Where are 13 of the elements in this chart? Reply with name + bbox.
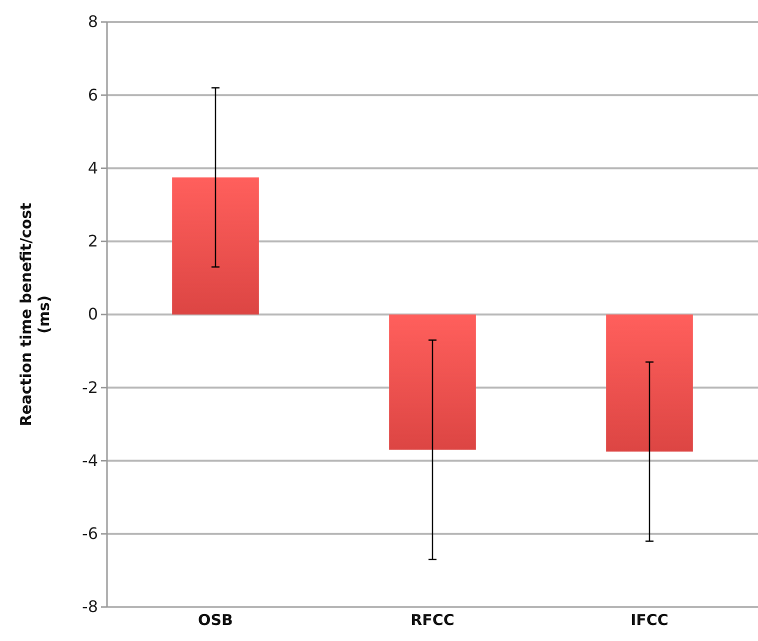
y-tick-label: 0: [88, 304, 98, 324]
x-tick-label: RFCC: [410, 611, 454, 629]
y-tick-label: 2: [88, 231, 98, 250]
y-tick-label: -6: [82, 524, 98, 543]
y-tick-label: -8: [82, 597, 98, 616]
y-axis-title: Reaction time benefit/cost (ms): [17, 202, 53, 426]
x-tick-label: IFCC: [630, 611, 668, 629]
y-tick-label: 6: [88, 85, 98, 104]
y-tick-label: 8: [88, 12, 98, 32]
y-tick-label: -4: [82, 450, 98, 470]
y-tick-label: -2: [82, 378, 98, 397]
y-tick-label: 4: [88, 158, 98, 178]
x-tick-label: OSB: [198, 611, 233, 629]
